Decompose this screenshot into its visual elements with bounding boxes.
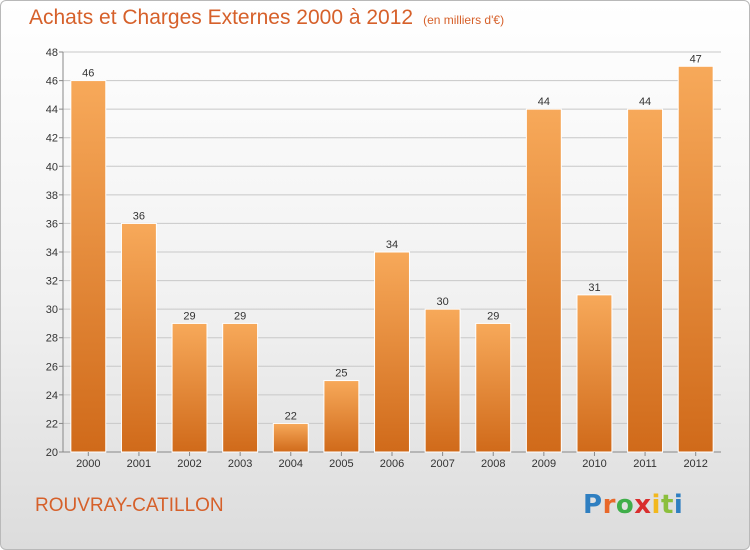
x-tick-label-2001: 2001: [127, 458, 151, 470]
y-tick-label: 40: [46, 161, 58, 173]
y-tick-label: 38: [46, 190, 58, 202]
data-label-2006: 34: [386, 239, 398, 251]
data-label-2005: 25: [335, 368, 347, 380]
chart-title: Achats et Charges Externes 2000 à 2012 (e…: [29, 6, 504, 30]
bar-2009: [525, 108, 562, 453]
x-tick-label-2011: 2011: [633, 458, 657, 470]
data-label-2001: 36: [133, 210, 145, 222]
x-axis-ticks: 2000 2001 2002 2003 2004 2005 2006 2007 2008 2009…: [76, 452, 708, 470]
y-axis-ticks: 20 22 24 26 28 30 32 34 36 38 40 42 44 46 48: [46, 47, 63, 459]
x-tick-label-2002: 2002: [177, 458, 201, 470]
y-tick-label: 34: [46, 247, 58, 259]
data-label-2000: 46: [82, 68, 94, 80]
data-label-2007: 30: [436, 296, 448, 308]
logo-letter: i: [651, 490, 661, 520]
x-tick-label-2010: 2010: [582, 458, 606, 470]
data-label-2004: 22: [285, 410, 297, 422]
bars: [70, 65, 714, 453]
x-tick-label-2007: 2007: [430, 458, 454, 470]
y-tick-label: 28: [46, 333, 58, 345]
bar-2005: [323, 380, 360, 453]
x-tick-label-2008: 2008: [481, 458, 505, 470]
y-tick-label: 44: [46, 104, 58, 116]
logo-letter: o: [615, 490, 635, 520]
bar-2012: [677, 65, 714, 453]
chart-title-text: Achats et Charges Externes 2000 à 2012: [29, 6, 414, 29]
y-tick-label: 30: [46, 304, 58, 316]
x-tick-label-2009: 2009: [532, 458, 556, 470]
bar-2000: [70, 80, 107, 453]
y-tick-label: 24: [46, 390, 58, 402]
y-tick-label: 26: [46, 361, 58, 373]
bar-2006: [374, 251, 410, 453]
x-tick-label-2000: 2000: [76, 458, 100, 470]
x-tick-label-2012: 2012: [683, 458, 707, 470]
bar-2001: [120, 222, 157, 453]
x-tick-label-2006: 2006: [380, 458, 404, 470]
logo-letter: x: [634, 490, 652, 520]
y-tick-label: 46: [46, 76, 58, 88]
logo-letter: i: [673, 490, 684, 520]
bar-2003: [222, 322, 259, 453]
bar-2004: [272, 422, 309, 453]
y-tick-label: 48: [46, 47, 58, 59]
proxiti-logo: Proxiti: [583, 490, 683, 520]
x-tick-label-2004: 2004: [279, 458, 303, 470]
y-tick-label: 20: [46, 447, 58, 459]
data-label-2011: 44: [639, 96, 651, 108]
y-tick-label: 36: [46, 218, 58, 230]
data-label-2012: 47: [690, 53, 702, 65]
bar-2008: [475, 322, 512, 453]
y-tick-label: 32: [46, 276, 58, 288]
bar-2010: [576, 294, 613, 453]
x-tick-label-2005: 2005: [329, 458, 353, 470]
bar-2007: [424, 308, 461, 453]
data-label-2003: 29: [234, 310, 246, 322]
data-label-2008: 29: [487, 310, 499, 322]
data-label-2010: 31: [588, 282, 600, 294]
data-label-2009: 44: [538, 96, 550, 108]
place-name: ROUVRAY-CATILLON: [35, 495, 224, 516]
chart-unit-note: (en milliers d'€): [423, 13, 505, 27]
y-tick-label: 22: [46, 418, 58, 430]
data-labels: 46 36 29 29 22 25 34 30 29 44 31 44 47: [82, 53, 702, 422]
x-tick-label-2003: 2003: [228, 458, 252, 470]
logo-letter: r: [602, 490, 616, 520]
logo-letter: P: [583, 490, 603, 520]
y-tick-label: 42: [46, 133, 58, 145]
bar-2011: [627, 108, 664, 453]
data-label-2002: 29: [183, 310, 195, 322]
bar-2002: [171, 322, 208, 453]
logo-letter: t: [660, 490, 674, 520]
